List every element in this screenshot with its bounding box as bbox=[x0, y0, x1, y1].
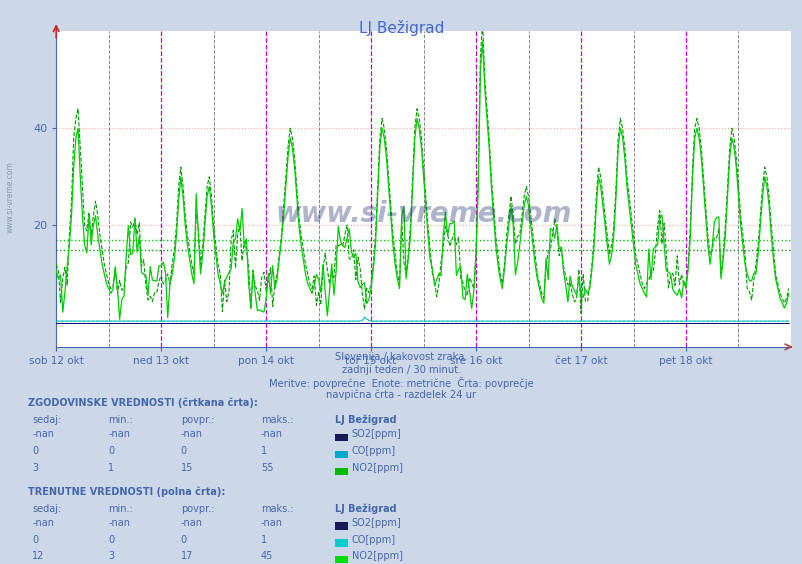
Text: -nan: -nan bbox=[261, 518, 282, 528]
Text: -nan: -nan bbox=[32, 518, 54, 528]
Text: povpr.:: povpr.: bbox=[180, 504, 214, 514]
Text: 0: 0 bbox=[32, 535, 38, 545]
Text: min.:: min.: bbox=[108, 504, 133, 514]
Text: 55: 55 bbox=[261, 463, 273, 473]
Text: 0: 0 bbox=[32, 446, 38, 456]
Text: www.si-vreme.com: www.si-vreme.com bbox=[275, 200, 571, 228]
Text: CO[ppm]: CO[ppm] bbox=[351, 535, 395, 545]
Text: NO2[ppm]: NO2[ppm] bbox=[351, 552, 403, 562]
Text: 0: 0 bbox=[180, 446, 187, 456]
Text: 3: 3 bbox=[108, 552, 115, 562]
Text: sedaj:: sedaj: bbox=[32, 504, 61, 514]
Text: SO2[ppm]: SO2[ppm] bbox=[351, 429, 401, 439]
Text: 45: 45 bbox=[261, 552, 273, 562]
Text: sedaj:: sedaj: bbox=[32, 415, 61, 425]
Text: LJ Bežigrad: LJ Bežigrad bbox=[334, 415, 396, 425]
Text: -nan: -nan bbox=[261, 429, 282, 439]
Text: navpična črta - razdelek 24 ur: navpična črta - razdelek 24 ur bbox=[326, 390, 476, 400]
Text: Meritve: povprečne  Enote: metrične  Črta: povprečje: Meritve: povprečne Enote: metrične Črta:… bbox=[269, 377, 533, 389]
Text: -nan: -nan bbox=[180, 518, 202, 528]
Text: NO2[ppm]: NO2[ppm] bbox=[351, 463, 403, 473]
Text: 0: 0 bbox=[180, 535, 187, 545]
Text: LJ Bežigrad: LJ Bežigrad bbox=[358, 20, 444, 36]
Text: 12: 12 bbox=[32, 552, 44, 562]
Text: 1: 1 bbox=[261, 446, 267, 456]
Text: -nan: -nan bbox=[108, 429, 130, 439]
Text: Slovenija / kakovost zraka.: Slovenija / kakovost zraka. bbox=[334, 352, 468, 363]
Text: min.:: min.: bbox=[108, 415, 133, 425]
Text: -nan: -nan bbox=[108, 518, 130, 528]
Text: 1: 1 bbox=[261, 535, 267, 545]
Text: LJ Bežigrad: LJ Bežigrad bbox=[334, 503, 396, 514]
Text: maks.:: maks.: bbox=[261, 415, 293, 425]
Text: 0: 0 bbox=[108, 535, 115, 545]
Text: 15: 15 bbox=[180, 463, 192, 473]
Text: 3: 3 bbox=[32, 463, 38, 473]
Text: zadnji teden / 30 minut.: zadnji teden / 30 minut. bbox=[342, 365, 460, 375]
Text: SO2[ppm]: SO2[ppm] bbox=[351, 518, 401, 528]
Text: 17: 17 bbox=[180, 552, 192, 562]
Text: TRENUTNE VREDNOSTI (polna črta):: TRENUTNE VREDNOSTI (polna črta): bbox=[28, 486, 225, 497]
Text: povpr.:: povpr.: bbox=[180, 415, 214, 425]
Text: -nan: -nan bbox=[180, 429, 202, 439]
Text: ZGODOVINSKE VREDNOSTI (črtkana črta):: ZGODOVINSKE VREDNOSTI (črtkana črta): bbox=[28, 398, 257, 408]
Text: CO[ppm]: CO[ppm] bbox=[351, 446, 395, 456]
Text: www.si-vreme.com: www.si-vreme.com bbox=[6, 161, 15, 233]
Text: -nan: -nan bbox=[32, 429, 54, 439]
Text: maks.:: maks.: bbox=[261, 504, 293, 514]
Text: 1: 1 bbox=[108, 463, 115, 473]
Text: 0: 0 bbox=[108, 446, 115, 456]
